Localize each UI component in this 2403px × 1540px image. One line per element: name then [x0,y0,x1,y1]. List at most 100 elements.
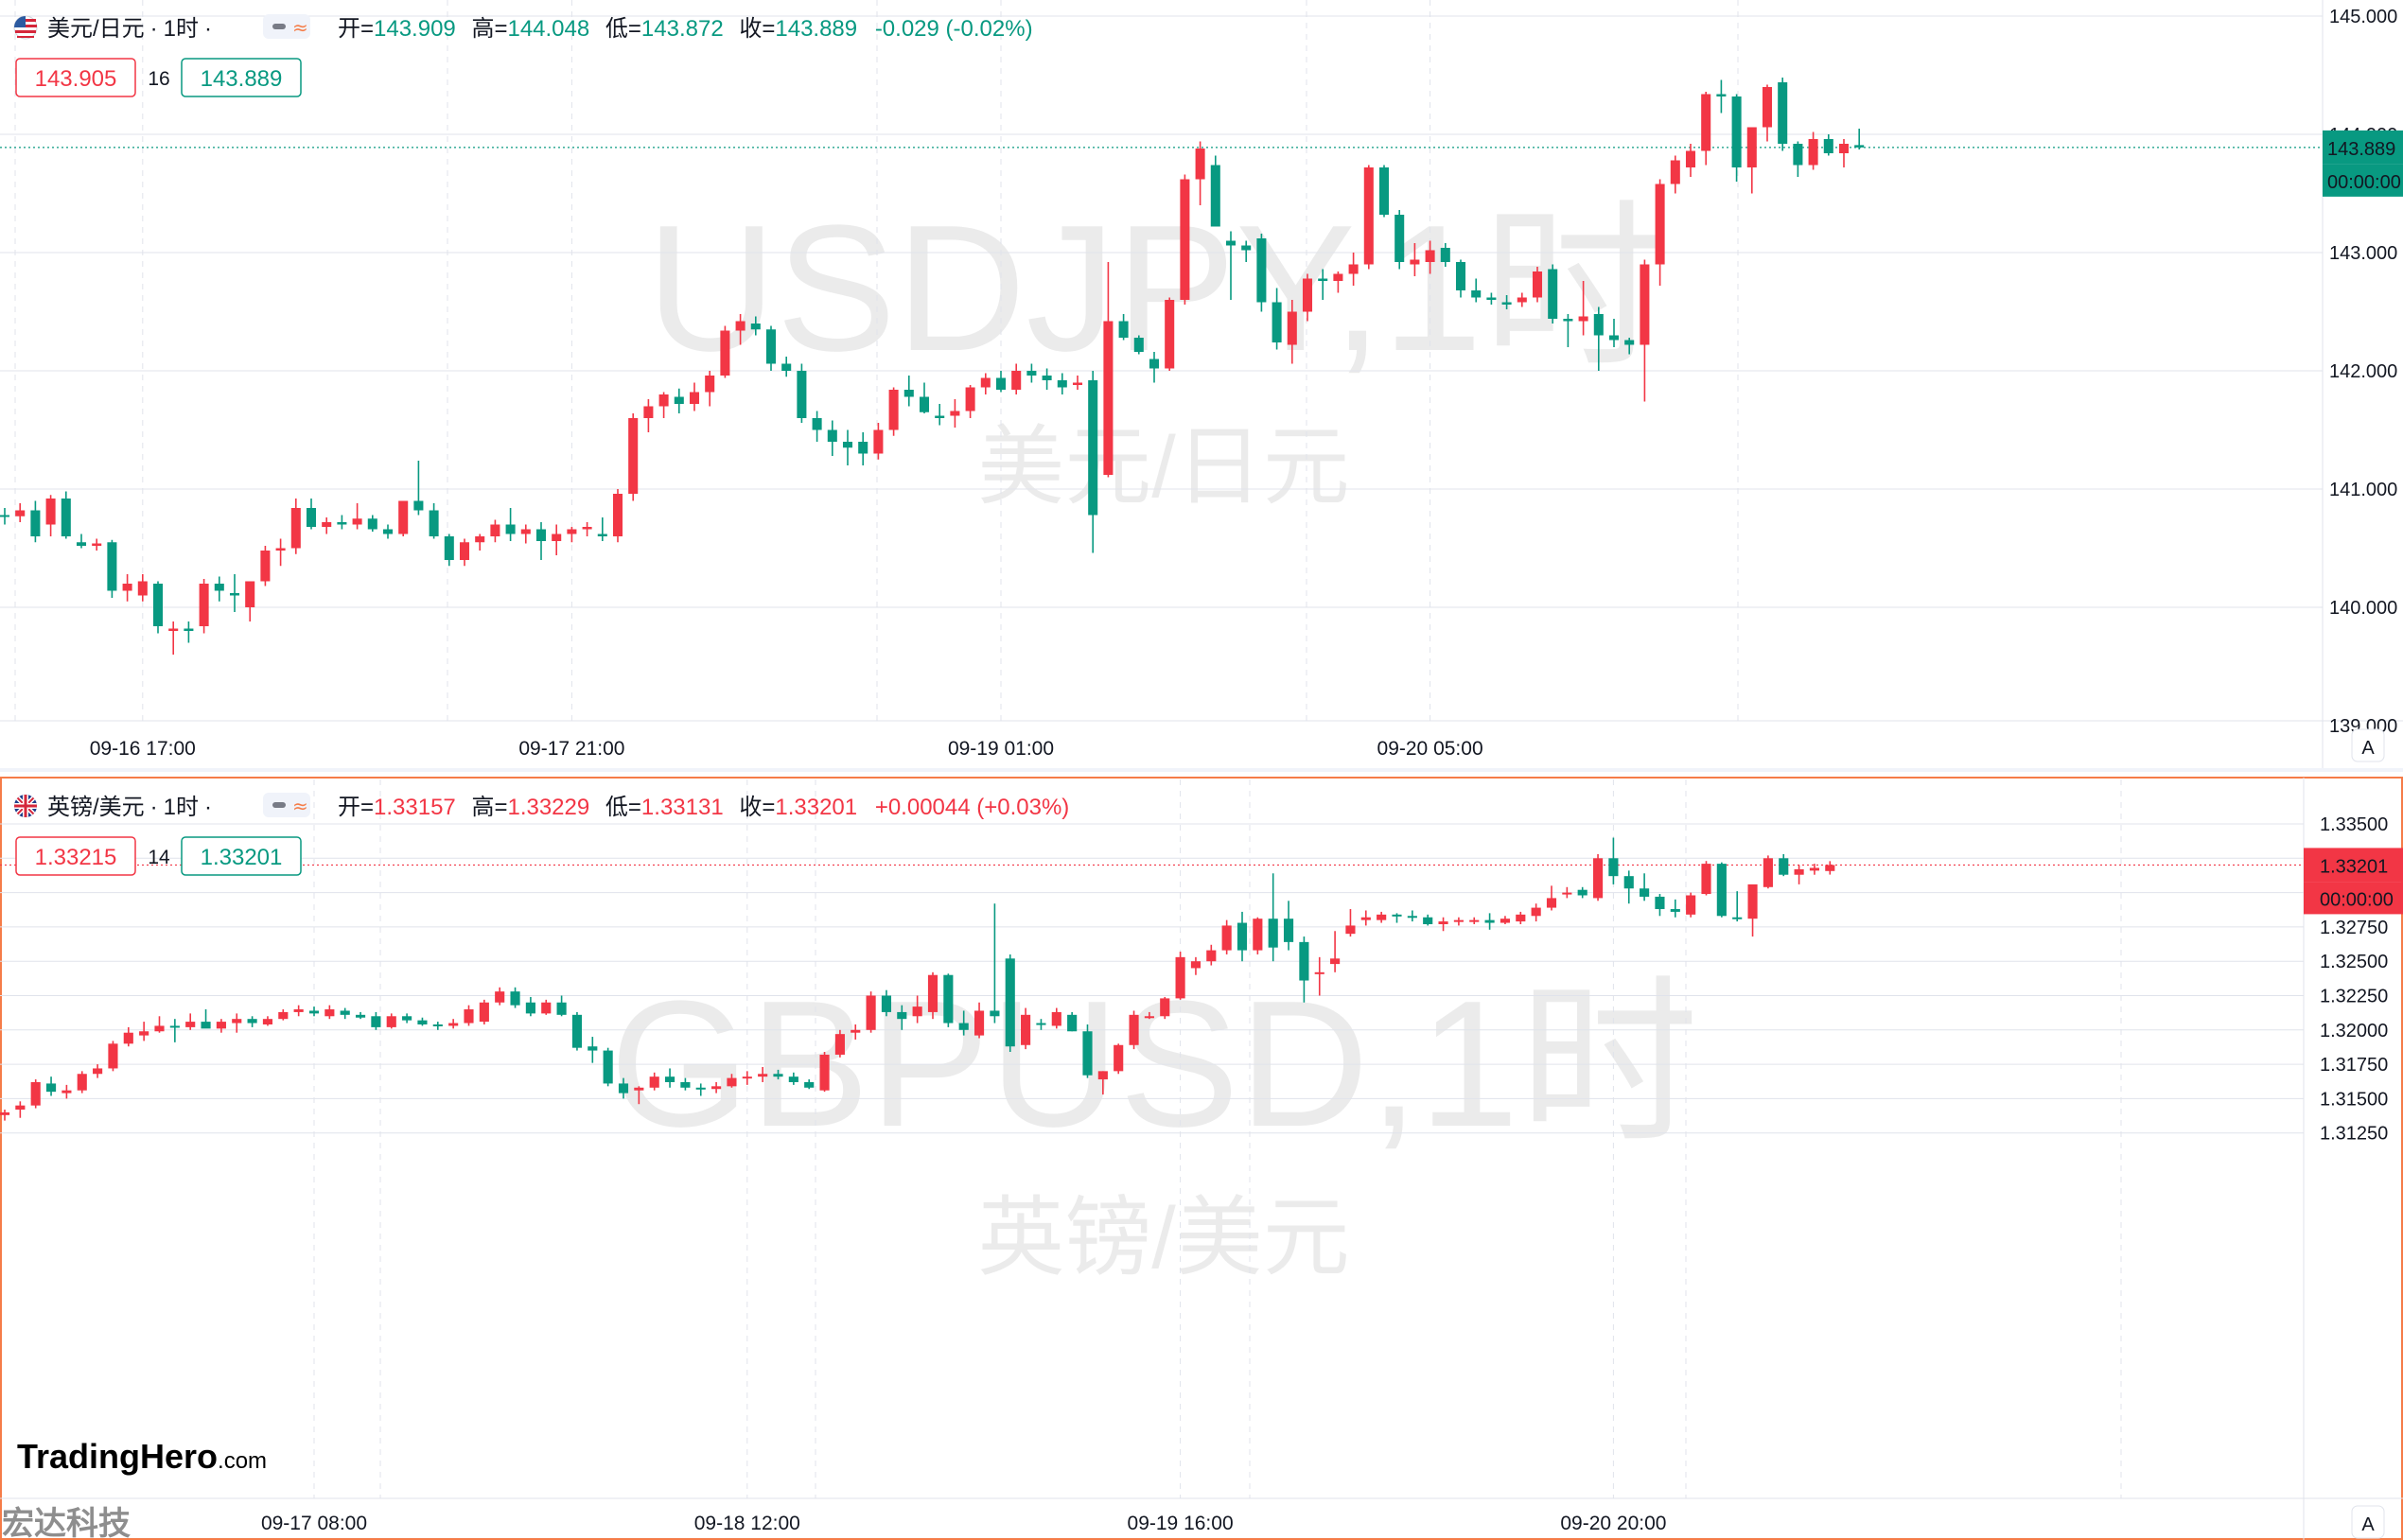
candle [1731,94,1742,182]
svg-text:开=1.33157 高=1.33229: 开=1.33157 高=1.33229 低=1.33131 收=1.33201 … [338,795,1069,820]
bottom-eye-toggle[interactable] [263,793,310,817]
candle [720,325,730,378]
candle [459,538,470,567]
countdown-label: 00:00:00 [2320,889,2394,910]
candle [674,388,684,413]
y-axis-tick-label: 1.32750 [2320,918,2388,938]
candle-body [308,1010,320,1014]
candle [1299,936,1309,1003]
candle [742,1071,752,1085]
candle [603,1047,613,1087]
candle-body [842,442,853,448]
candle-body [1623,876,1634,889]
candle [510,987,520,1008]
candle [973,1002,985,1039]
candle [1082,1024,1093,1078]
candle-body [1592,858,1604,899]
bottom-sell-button[interactable] [15,836,136,876]
candle-body [1670,909,1680,912]
candle-body [582,527,592,530]
candle [1103,262,1114,478]
candle [1640,259,1650,402]
top-sell-button[interactable] [15,58,136,97]
candle-body [1088,380,1098,516]
candle [1548,264,1558,324]
auto-scale-button[interactable] [2351,728,2385,762]
candle [184,621,194,643]
candle [1225,231,1237,300]
candle [324,1005,335,1020]
candle-body [429,510,439,536]
y-axis-tick-label: 143.000 [2329,243,2397,264]
top-buy-button[interactable] [181,58,302,97]
candle [781,357,792,377]
panel-divider[interactable] [0,768,2403,772]
candle-body [1026,371,1037,376]
candle [1469,917,1480,924]
candle-body [247,1019,257,1024]
y-axis-tick-label: 140.000 [2329,598,2397,619]
candle-body [0,515,10,517]
candle-body [1779,858,1789,875]
candle-body [1531,907,1541,917]
candle [1272,288,1282,350]
candle-body [413,500,424,511]
candle [1425,240,1435,274]
candle-body [1732,917,1743,919]
candle-body [689,392,700,404]
candle [919,382,930,413]
candle [927,971,938,1020]
candle [1241,240,1252,262]
candle-body [139,1031,149,1036]
candle [216,1019,226,1033]
candle-body [1425,250,1435,262]
candle-body [185,1022,196,1027]
candle-body [1318,278,1328,281]
candle-body [935,415,945,418]
candle [30,500,41,543]
y-axis-tick-label: 1.32500 [2320,952,2388,972]
candle [1747,884,1758,937]
candle-body [1763,858,1773,887]
candle-body [169,1025,180,1028]
candle [386,1013,396,1029]
candle [260,546,271,586]
candle-body [1237,922,1248,951]
candle [123,1026,133,1047]
candle-body [275,548,286,551]
candle-body [658,394,669,407]
candle [262,1016,273,1026]
candle-body [1471,290,1482,298]
candle-body [386,1016,396,1027]
candle [552,524,562,555]
candle [505,508,516,541]
time-axis-label: 09-20 20:00 [1560,1513,1666,1534]
top-close-value: 143.889 [775,16,857,42]
auto-scale-button[interactable] [2351,1505,2385,1539]
candle-body [943,974,954,1024]
candle [597,517,607,541]
candle-body [1608,335,1620,341]
candle [1360,910,1371,926]
candle-body [324,1009,335,1017]
candle-body [355,1014,366,1018]
candle-body [1082,1031,1093,1076]
candle [382,524,394,539]
candle-body [1577,889,1587,896]
candle [122,574,132,602]
candle [1318,269,1328,300]
candle-body [927,974,938,1012]
candle [1423,914,1433,926]
candle-body [1360,917,1371,920]
candle [1348,253,1359,286]
candle [1640,873,1650,901]
candle [429,503,439,539]
candle-body [1838,144,1850,153]
last-price-badge [2304,848,2403,883]
candle-body [1501,302,1512,305]
candle-body [1423,917,1433,924]
bottom-buy-button[interactable] [181,836,302,876]
top-eye-toggle[interactable] [263,14,310,39]
candle-body [804,1081,815,1088]
